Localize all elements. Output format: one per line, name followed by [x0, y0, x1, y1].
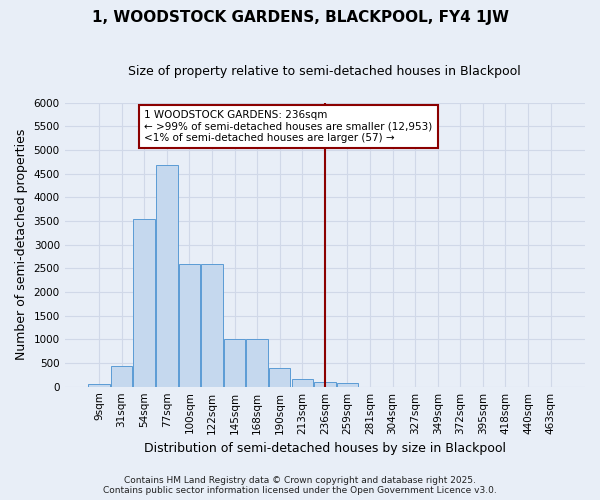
Bar: [201, 264, 223, 386]
Bar: [88, 384, 110, 386]
Bar: [179, 264, 200, 386]
Bar: [133, 218, 155, 386]
Bar: [314, 382, 335, 386]
Bar: [156, 165, 178, 386]
X-axis label: Distribution of semi-detached houses by size in Blackpool: Distribution of semi-detached houses by …: [144, 442, 506, 455]
Title: Size of property relative to semi-detached houses in Blackpool: Size of property relative to semi-detach…: [128, 65, 521, 78]
Bar: [269, 368, 290, 386]
Bar: [247, 340, 268, 386]
Bar: [337, 384, 358, 386]
Text: 1 WOODSTOCK GARDENS: 236sqm
← >99% of semi-detached houses are smaller (12,953)
: 1 WOODSTOCK GARDENS: 236sqm ← >99% of se…: [144, 110, 433, 143]
Text: 1, WOODSTOCK GARDENS, BLACKPOOL, FY4 1JW: 1, WOODSTOCK GARDENS, BLACKPOOL, FY4 1JW: [91, 10, 509, 25]
Bar: [224, 340, 245, 386]
Y-axis label: Number of semi-detached properties: Number of semi-detached properties: [15, 129, 28, 360]
Bar: [292, 378, 313, 386]
Text: Contains HM Land Registry data © Crown copyright and database right 2025.
Contai: Contains HM Land Registry data © Crown c…: [103, 476, 497, 495]
Bar: [111, 366, 133, 386]
